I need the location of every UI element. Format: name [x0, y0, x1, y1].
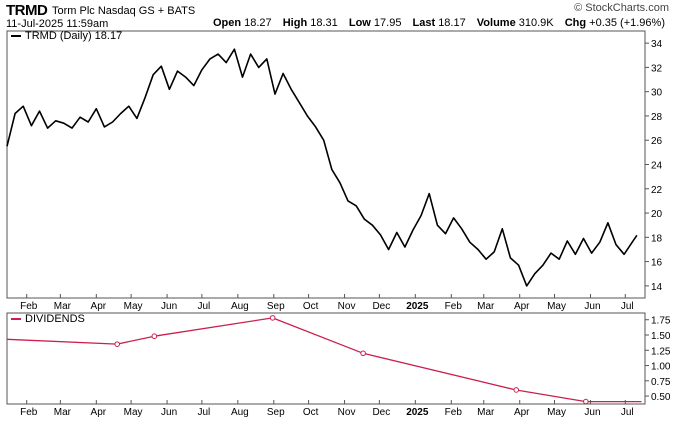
x-tick-label: Feb — [20, 407, 38, 418]
x-tick-label: Feb — [445, 301, 463, 312]
y-tick-label: 1.50 — [651, 331, 671, 342]
dividend-point — [583, 398, 589, 405]
y-tick-label: 1.75 — [651, 316, 671, 327]
low-label: Low — [348, 17, 371, 29]
quote-summary: Open 18.27 High 18.31 Low 17.95 Last 18.… — [213, 17, 665, 29]
x-tick-label: Mar — [54, 407, 72, 418]
y-tick-label: 24 — [651, 161, 663, 172]
y-tick-label: 14 — [651, 282, 663, 293]
x-tick-label: Apr — [91, 301, 107, 312]
x-tick-label: Apr — [91, 407, 107, 418]
chg-value: +0.35 (+1.96%) — [589, 17, 665, 29]
x-tick-label: Sep — [267, 301, 285, 312]
dividends-series-line — [6, 317, 642, 403]
x-tick-label: Dec — [372, 301, 390, 312]
x-tick-label: 2025 — [406, 301, 429, 312]
low-value: 17.95 — [373, 17, 402, 29]
legend-label: TRMD (Daily) 18.17 — [25, 30, 122, 42]
dividend-point — [269, 315, 276, 321]
y-tick-label: 28 — [651, 112, 663, 123]
x-tick-label: May — [547, 301, 566, 312]
x-tick-label: Jul — [621, 407, 634, 418]
x-tick-label: Aug — [231, 301, 249, 312]
x-tick-label: Apr — [514, 301, 530, 312]
y-tick-label: 34 — [651, 39, 663, 50]
volume-value: 310.9K — [518, 17, 554, 29]
price-panel[interactable]: 14 16 18 20 22 24 26 28 30 32 34 Feb Mar Apr May Jun Jul… — [6, 30, 663, 312]
x-tick-label: Nov — [338, 301, 356, 312]
panel-frame — [6, 30, 646, 299]
x-tick-label: Dec — [372, 407, 390, 418]
y-tick-label: 0.75 — [651, 377, 671, 388]
panel-frame — [6, 312, 646, 405]
x-tick-label: Oct — [303, 407, 319, 418]
last-label: Last — [412, 17, 436, 29]
stockcharts-logo[interactable]: © StockCharts.com — [574, 2, 669, 14]
x-tick-label: Jun — [584, 301, 600, 312]
x-tick-label: May — [124, 301, 143, 312]
y-tick-label: 1.25 — [651, 346, 671, 357]
open-value: 18.27 — [244, 17, 272, 29]
x-tick-label: Nov — [338, 407, 356, 418]
y-tick-label: 18 — [651, 233, 663, 244]
y-tick-label: 0.50 — [651, 392, 671, 403]
dividend-point — [114, 341, 120, 347]
x-tick-label: Jul — [197, 301, 210, 312]
ticker-symbol: TRMD — [6, 2, 48, 19]
dividend-point — [360, 350, 366, 357]
x-tick-label: Aug — [231, 407, 249, 418]
company-name: Torm Plc Nasdaq GS + BATS — [52, 5, 196, 17]
x-tick-label: Mar — [54, 301, 72, 312]
x-tick-label: Sep — [267, 407, 285, 418]
x-tick-label: Jul — [621, 301, 634, 312]
y-tick-label: 32 — [651, 63, 663, 74]
x-tick-label: Feb — [20, 301, 38, 312]
y-tick-label: 20 — [651, 209, 663, 220]
chg-label: Chg — [564, 17, 587, 29]
price-series-line — [6, 48, 638, 287]
x-tick-label: Jul — [197, 407, 210, 418]
volume-label: Volume — [476, 17, 516, 29]
x-tick-label: 2025 — [406, 407, 429, 418]
x-tick-label: Feb — [445, 407, 463, 418]
y-tick-label: 26 — [651, 136, 663, 147]
x-tick-label: May — [547, 407, 566, 418]
dividends-panel[interactable]: 0.50 0.75 1.00 1.25 1.50 1.75 Feb Mar Apr May Jun J… — [6, 312, 671, 418]
x-tick-label: May — [124, 407, 143, 418]
dividend-point — [151, 333, 158, 340]
y-tick-label: 30 — [651, 88, 663, 99]
y-tick-label: 22 — [651, 185, 663, 196]
x-tick-label: Mar — [477, 301, 495, 312]
y-tick-label: 16 — [651, 258, 663, 269]
x-tick-label: Jun — [161, 301, 177, 312]
legend-label: DIVIDENDS — [25, 313, 85, 325]
x-tick-label: Jun — [161, 407, 177, 418]
y-tick-label: 1.00 — [651, 362, 671, 373]
x-tick-label: Apr — [514, 407, 530, 418]
x-tick-label: Mar — [477, 407, 495, 418]
x-tick-label: Jun — [584, 407, 600, 418]
dividend-point — [513, 387, 520, 393]
open-label: Open — [212, 17, 242, 29]
x-tick-label: Oct — [303, 301, 319, 312]
last-value: 18.17 — [438, 17, 466, 29]
high-value: 18.31 — [310, 17, 338, 29]
high-label: High — [282, 17, 308, 29]
timestamp: 11-Jul-2025 11:59am — [6, 18, 109, 30]
